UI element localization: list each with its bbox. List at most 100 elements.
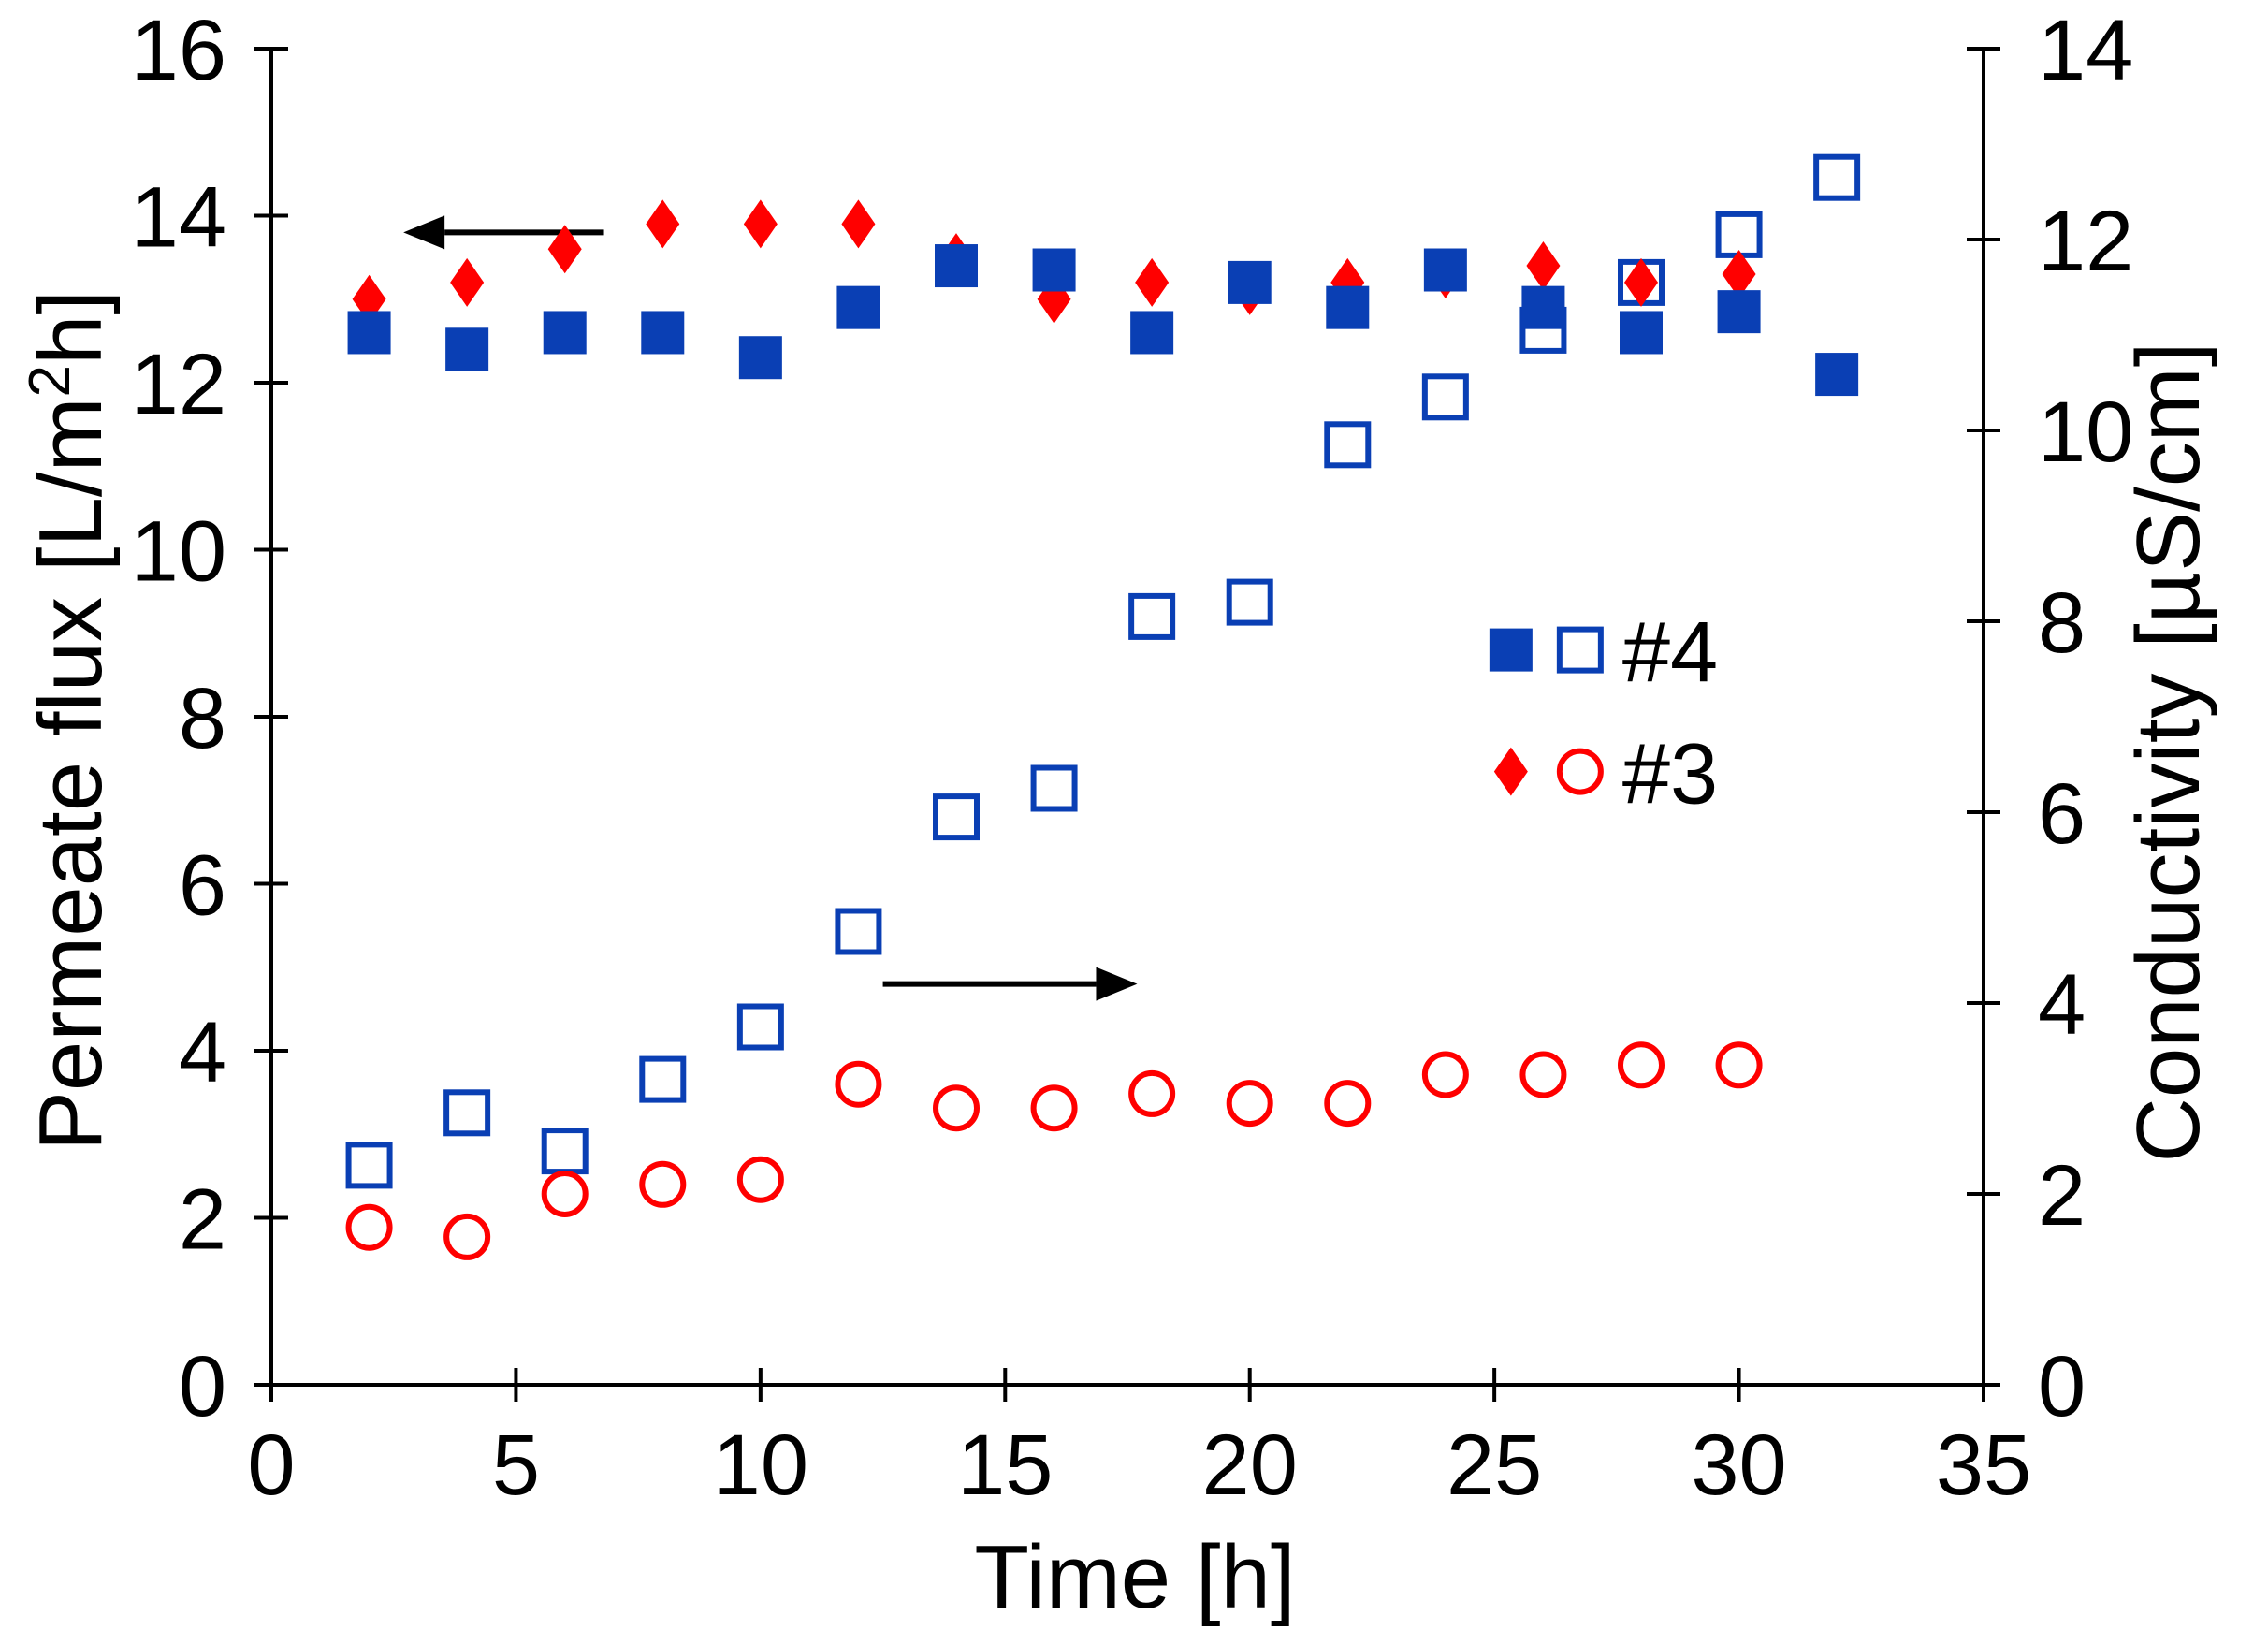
y-right-tick-label: 8 — [2038, 575, 2086, 671]
x-tick-label: 30 — [1691, 1418, 1786, 1513]
y-left-tick-label: 2 — [179, 1172, 226, 1268]
data-point — [1624, 257, 1658, 307]
y-left-tick-label: 6 — [179, 838, 226, 934]
legend-marker — [1489, 628, 1533, 672]
data-point — [646, 199, 680, 249]
data-point — [736, 1003, 784, 1051]
data-point — [933, 793, 980, 841]
y-left-tick-label: 0 — [179, 1339, 226, 1434]
data-point — [1421, 1051, 1469, 1098]
data-point — [1421, 373, 1469, 421]
y-left-tick-label: 4 — [179, 1005, 226, 1100]
x-tick-label: 15 — [957, 1418, 1053, 1513]
annotation-arrows — [403, 215, 1138, 1001]
legend-entry: #4 — [1489, 605, 1718, 701]
data-point — [543, 311, 587, 355]
data-point — [639, 1055, 687, 1103]
legend-label: #3 — [1622, 727, 1718, 822]
data-point — [1226, 1080, 1273, 1128]
data-point — [1526, 241, 1561, 291]
y-right-tick-label: 6 — [2038, 766, 2086, 862]
data-point — [443, 1213, 491, 1260]
x-tick-label: 0 — [247, 1418, 295, 1513]
y-left-tick-label: 16 — [131, 3, 226, 98]
data-point — [1135, 257, 1170, 307]
data-point — [639, 1160, 687, 1208]
series--4-permeate-flux — [347, 244, 1859, 397]
y-axis-left-title-main: Permeate flux [L/m — [21, 397, 121, 1151]
data-point — [445, 327, 489, 371]
data-point — [1815, 353, 1859, 397]
x-axis-title: Time [h] — [974, 1527, 1295, 1627]
data-point — [743, 199, 778, 249]
data-point — [1423, 248, 1467, 292]
x-tick-label: 35 — [1936, 1418, 2031, 1513]
legend-entry: #3 — [1493, 727, 1718, 822]
data-point — [450, 257, 485, 307]
data-point — [1228, 260, 1272, 304]
data-point — [345, 1142, 393, 1189]
y-axis-left-title-end: h] — [21, 290, 121, 365]
x-tick-label: 25 — [1447, 1418, 1542, 1513]
data-point — [1324, 421, 1372, 469]
data-point — [1722, 249, 1756, 298]
data-point — [541, 1128, 589, 1175]
x-tick-label: 5 — [492, 1418, 540, 1513]
data-point — [835, 1060, 882, 1108]
data-markers — [345, 153, 1861, 1260]
x-tick-label: 20 — [1202, 1418, 1298, 1513]
y-axis-left-title-superscript: 2 — [18, 365, 82, 397]
data-point — [347, 311, 391, 355]
data-point — [1326, 285, 1370, 329]
data-point — [736, 1156, 784, 1203]
legend-label: #4 — [1622, 605, 1718, 701]
legend-marker — [1493, 747, 1528, 796]
data-point — [541, 1171, 589, 1217]
legend-marker — [1556, 626, 1604, 674]
data-point — [1032, 248, 1076, 292]
data-point — [738, 336, 782, 380]
data-point — [841, 199, 876, 249]
y-right-tick-label: 0 — [2038, 1339, 2086, 1434]
data-point — [935, 244, 978, 288]
data-point — [1715, 1041, 1763, 1089]
data-point — [1618, 1041, 1665, 1089]
legend: #4#3 — [1489, 605, 1718, 822]
data-point — [1130, 311, 1174, 355]
data-point — [836, 285, 880, 329]
legend-marker — [1556, 748, 1604, 795]
data-point — [1519, 1051, 1567, 1098]
data-point — [345, 1203, 393, 1251]
data-point — [443, 1089, 491, 1137]
y-right-tick-label: 2 — [2038, 1148, 2086, 1244]
data-point — [1324, 1080, 1372, 1128]
y-right-tick-label: 10 — [2038, 385, 2133, 480]
data-point — [1521, 285, 1565, 329]
y-left-tick-label: 10 — [131, 504, 226, 600]
y-axis-left-title: Permeate flux [L/m2h] — [18, 290, 122, 1151]
axis-arrow-right-head — [1096, 967, 1138, 1001]
data-point — [1226, 578, 1273, 626]
data-point — [1030, 764, 1078, 812]
data-point — [1128, 1069, 1176, 1117]
x-tick-label: 10 — [713, 1418, 808, 1513]
data-point — [1620, 311, 1663, 355]
y-left-tick-label: 12 — [131, 337, 226, 432]
data-point — [1715, 211, 1763, 258]
y-left-tick-label: 14 — [131, 170, 226, 266]
data-point — [933, 1084, 980, 1132]
data-point — [641, 311, 685, 355]
y-axis-right-title: Conductivity [µS/cm] — [2118, 342, 2218, 1163]
data-point — [1030, 1084, 1078, 1132]
data-point — [547, 225, 582, 274]
data-point — [835, 908, 882, 955]
y-right-tick-label: 14 — [2038, 3, 2133, 98]
series--3-conductivity — [345, 1041, 1763, 1260]
y-right-tick-label: 12 — [2038, 194, 2133, 289]
axis-arrow-left-head — [403, 215, 445, 250]
data-point — [1717, 290, 1761, 334]
y-left-tick-label: 8 — [179, 671, 226, 766]
